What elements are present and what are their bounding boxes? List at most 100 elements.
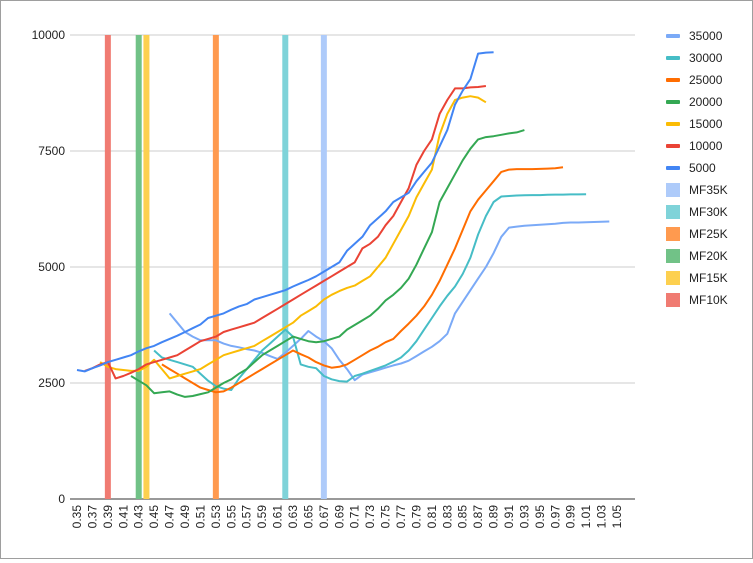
y-tick-label: 2500 xyxy=(38,376,65,390)
legend-label: 5000 xyxy=(689,161,716,175)
x-tick-label: 0.81 xyxy=(425,505,439,529)
x-tick-label: 0.87 xyxy=(471,505,485,529)
legend-item-10000[interactable]: 10000 xyxy=(666,137,722,155)
legend-item-mf25k[interactable]: MF25K xyxy=(666,225,728,243)
legend-label: MF35K xyxy=(689,183,728,197)
legend-line-swatch-icon xyxy=(666,56,680,60)
legend-label: MF15K xyxy=(689,271,728,285)
legend-box-swatch-icon xyxy=(666,227,680,241)
legend-item-5000[interactable]: 5000 xyxy=(666,159,716,177)
legend-label: 20000 xyxy=(689,95,723,109)
legend-label: 10000 xyxy=(689,139,723,153)
x-tick-label: 0.35 xyxy=(70,505,84,529)
legend-line-swatch-icon xyxy=(666,100,680,104)
legend-label: 15000 xyxy=(689,117,723,131)
series-lines xyxy=(76,51,610,398)
legend-label: 25000 xyxy=(689,73,723,87)
x-tick-label: 0.51 xyxy=(193,505,207,529)
legend-item-25000[interactable]: 25000 xyxy=(666,71,722,89)
legend-item-35000[interactable]: 35000 xyxy=(666,27,722,45)
x-tick-label: 0.39 xyxy=(101,505,115,529)
x-tick-label: 0.77 xyxy=(394,505,408,529)
y-tick-label: 5000 xyxy=(38,260,65,274)
legend-item-15000[interactable]: 15000 xyxy=(666,115,722,133)
legend-line-swatch-icon xyxy=(666,34,680,38)
x-tick-label: 0.85 xyxy=(456,505,470,529)
legend-line-swatch-icon xyxy=(666,122,680,126)
series-line-5000 xyxy=(76,51,494,373)
y-tick-label: 0 xyxy=(58,492,65,506)
legend-item-mf10k[interactable]: MF10K xyxy=(666,291,728,309)
threshold-markers xyxy=(104,35,327,499)
legend-label: MF10K xyxy=(689,293,728,307)
series-line-30000 xyxy=(153,193,587,391)
marker-bar-mf10k xyxy=(104,35,111,499)
legend-item-mf15k[interactable]: MF15K xyxy=(666,269,728,287)
legend-line-swatch-icon xyxy=(666,78,680,82)
x-tick-label: 0.95 xyxy=(533,505,547,529)
marker-bar-mf15k xyxy=(143,35,150,499)
marker-bar-mf35k xyxy=(320,35,327,499)
marker-bar-mf20k xyxy=(135,35,142,499)
legend-item-mf30k[interactable]: MF30K xyxy=(666,203,728,221)
x-tick-label: 0.97 xyxy=(548,505,562,529)
legend-box-swatch-icon xyxy=(666,249,680,263)
x-tick-label: 0.55 xyxy=(224,505,238,529)
x-tick-label: 0.71 xyxy=(348,505,362,529)
y-tick-label: 7500 xyxy=(38,144,65,158)
y-tick-label: 10000 xyxy=(32,28,66,42)
x-axis: 0.35 0.37 0.39 0.41 0.43 0.45 0.47 0.49 0.51 0.53… xyxy=(70,505,624,529)
x-tick-label: 1.01 xyxy=(579,505,593,529)
x-tick-label: 0.43 xyxy=(132,505,146,529)
x-tick-label: 0.93 xyxy=(517,505,531,529)
x-tick-label: 0.57 xyxy=(240,505,254,529)
legend-item-mf35k[interactable]: MF35K xyxy=(666,181,728,199)
x-tick-label: 0.99 xyxy=(564,505,578,529)
legend-label: MF30K xyxy=(689,205,728,219)
series-line-15000 xyxy=(99,95,487,380)
legend-label: 35000 xyxy=(689,29,723,43)
x-tick-label: 0.59 xyxy=(255,505,269,529)
legend-box-swatch-icon xyxy=(666,271,680,285)
legend-item-20000[interactable]: 20000 xyxy=(666,93,722,111)
x-tick-label: 0.45 xyxy=(147,505,161,529)
x-tick-label: 0.73 xyxy=(363,505,377,529)
gridlines xyxy=(70,34,635,500)
series-line-10000 xyxy=(84,85,487,380)
legend-label: MF25K xyxy=(689,227,728,241)
legend-line-swatch-icon xyxy=(666,166,680,170)
x-tick-label: 1.03 xyxy=(595,505,609,529)
x-tick-label: 0.37 xyxy=(85,505,99,529)
x-tick-label: 0.47 xyxy=(163,505,177,529)
legend-label: MF20K xyxy=(689,249,728,263)
legend-box-swatch-icon xyxy=(666,205,680,219)
series-line-35000 xyxy=(168,220,610,382)
x-tick-label: 0.61 xyxy=(271,505,285,529)
x-tick-label: 1.05 xyxy=(610,505,624,529)
legend-box-swatch-icon xyxy=(666,183,680,197)
x-tick-label: 0.53 xyxy=(209,505,223,529)
x-tick-label: 0.63 xyxy=(286,505,300,529)
series-line-20000 xyxy=(130,129,525,398)
x-tick-label: 0.89 xyxy=(487,505,501,529)
legend-item-30000[interactable]: 30000 xyxy=(666,49,722,67)
x-tick-label: 0.67 xyxy=(317,505,331,529)
x-tick-label: 0.69 xyxy=(332,505,346,529)
x-tick-label: 0.79 xyxy=(409,505,423,529)
x-tick-label: 0.75 xyxy=(379,505,393,529)
x-tick-label: 0.65 xyxy=(301,505,315,529)
marker-bar-mf30k xyxy=(282,35,289,499)
legend-label: 30000 xyxy=(689,51,723,65)
y-axis: 0 2500 5000 7500 10000 xyxy=(32,28,66,506)
legend-item-mf20k[interactable]: MF20K xyxy=(666,247,728,265)
x-tick-label: 0.49 xyxy=(178,505,192,529)
legend-box-swatch-icon xyxy=(666,293,680,307)
marker-bar-mf25k xyxy=(212,35,219,499)
legend-line-swatch-icon xyxy=(666,144,680,148)
x-tick-label: 0.91 xyxy=(502,505,516,529)
x-tick-label: 0.83 xyxy=(440,505,454,529)
x-tick-label: 0.41 xyxy=(116,505,130,529)
series-line-25000 xyxy=(161,166,564,394)
